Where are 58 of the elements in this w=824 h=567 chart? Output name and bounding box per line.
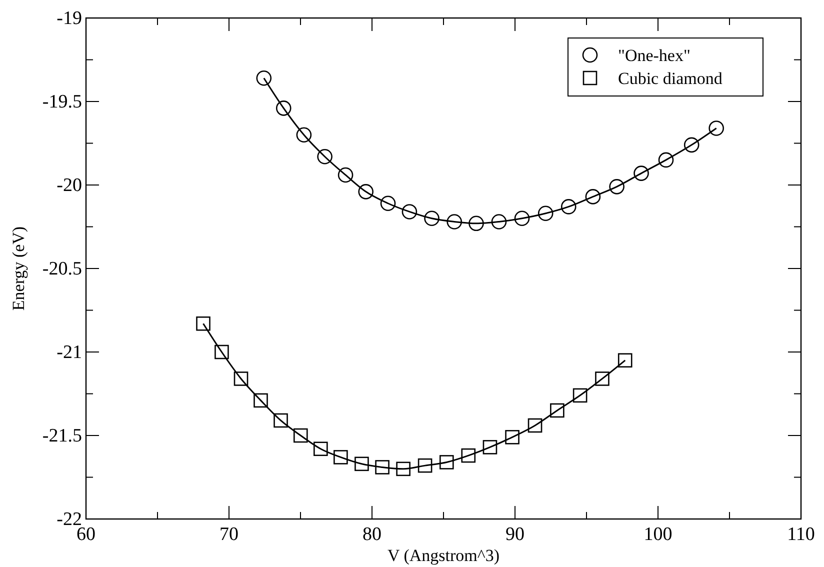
point (585, 189, 601, 204)
x-tick-label: 100 (644, 524, 672, 545)
y-tick-label: -20 (56, 175, 82, 196)
point (296, 127, 312, 143)
point (375, 460, 390, 474)
point (446, 214, 462, 230)
legend-label: Cubic diamond (618, 69, 723, 88)
point (439, 455, 454, 470)
y-tick-label: -21.5 (42, 426, 82, 446)
point (618, 353, 632, 368)
point (234, 372, 248, 386)
point (468, 216, 484, 232)
point (254, 393, 268, 408)
point (528, 418, 542, 433)
point (314, 442, 328, 456)
point (293, 428, 308, 443)
y-tick-label: -19 (56, 8, 82, 29)
y-axis-title: Energy (eV) (9, 226, 28, 311)
point (609, 179, 624, 194)
point (424, 210, 440, 226)
point (418, 458, 432, 473)
x-tick-label: 90 (506, 524, 524, 545)
x-tick-label: 60 (76, 524, 96, 545)
point (461, 448, 476, 463)
point (358, 184, 374, 200)
y-tick-label: -20.5 (42, 258, 82, 280)
point (317, 148, 332, 164)
point (491, 214, 507, 230)
point (572, 388, 588, 403)
y-tick-label: -21 (56, 342, 82, 363)
x-tick-label: 70 (220, 524, 238, 545)
x-tick-label: 110 (787, 524, 815, 545)
point (354, 456, 369, 472)
y-tick-label: -19.5 (42, 92, 82, 112)
point (550, 403, 564, 418)
point (514, 210, 530, 226)
point (402, 204, 418, 220)
point (684, 137, 700, 153)
point (482, 440, 498, 454)
point (396, 462, 410, 476)
point (334, 450, 348, 464)
point (634, 166, 649, 181)
x-tick-label: 80 (362, 524, 382, 545)
point (338, 167, 354, 183)
point (708, 120, 724, 136)
point (658, 152, 674, 168)
point (505, 430, 520, 444)
x-axis-title: V (Angstrom^3) (387, 546, 500, 565)
point (538, 206, 554, 222)
point (196, 316, 210, 331)
point (276, 100, 292, 116)
legend-label: "One-hex" (618, 46, 690, 65)
point (256, 70, 272, 86)
point (214, 344, 229, 360)
point (560, 199, 576, 214)
point (274, 413, 288, 428)
point (380, 196, 396, 212)
point (595, 372, 610, 386)
